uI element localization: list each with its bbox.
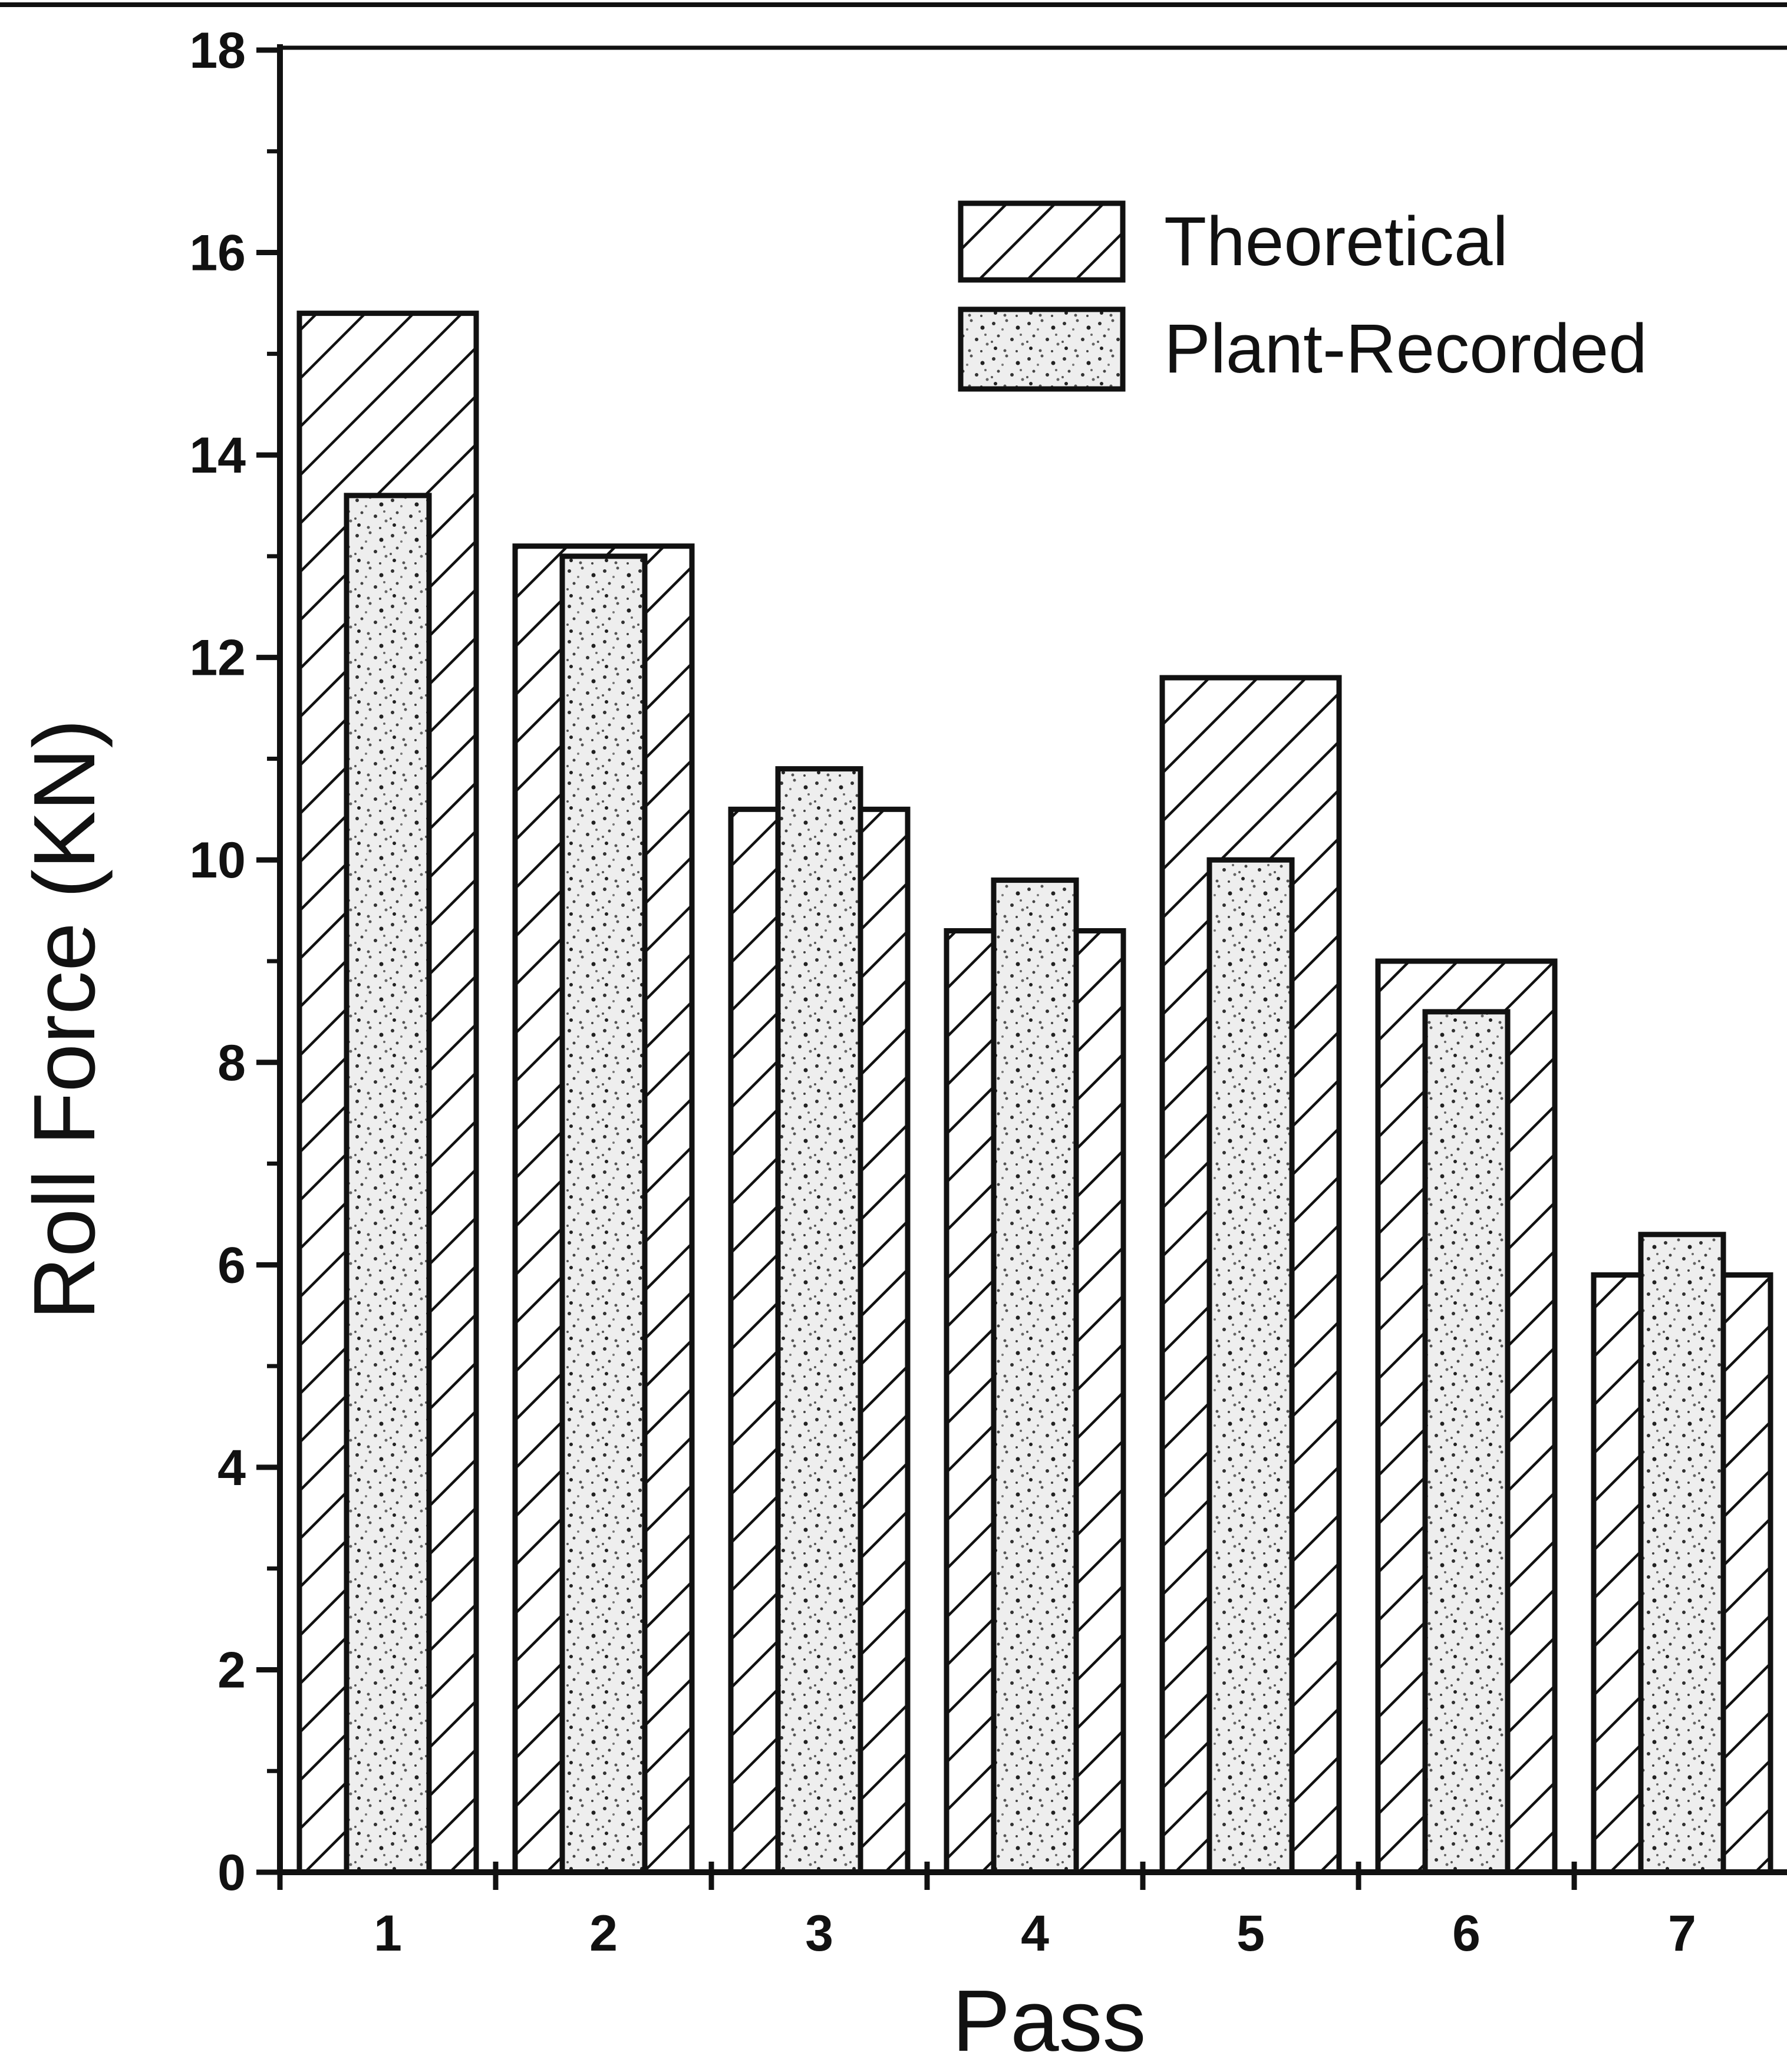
legend-swatch-plant-recorded bbox=[958, 306, 1126, 392]
x-tick-label-1: 1 bbox=[374, 1905, 402, 1962]
y-tick-label-16: 16 bbox=[189, 225, 246, 282]
bar-plant-recorded-pass-1 bbox=[344, 493, 432, 1875]
y-tick-label-10: 10 bbox=[189, 832, 246, 889]
y-axis-title: Roll Force (KN) bbox=[16, 719, 113, 1320]
y-tick-label-0: 0 bbox=[217, 1845, 246, 1901]
x-tick-label-4: 4 bbox=[1021, 1905, 1049, 1962]
y-tick-label-18: 18 bbox=[189, 22, 246, 79]
legend-item-theoretical: Theoretical bbox=[958, 200, 1508, 283]
x-tick-label-2: 2 bbox=[589, 1905, 618, 1962]
bar-plant-recorded-pass-4 bbox=[991, 877, 1079, 1875]
x-tick-label-7: 7 bbox=[1668, 1905, 1696, 1962]
bars-layer bbox=[296, 311, 1773, 1875]
bar-plant-recorded-pass-2 bbox=[559, 553, 648, 1875]
legend-item-plant-recorded: Plant-Recorded bbox=[958, 306, 1647, 392]
x-tick-label-6: 6 bbox=[1452, 1905, 1481, 1962]
bar-plant-recorded-pass-6 bbox=[1422, 1009, 1511, 1875]
x-axis-title: Pass bbox=[952, 1972, 1146, 2070]
y-tick-label-2: 2 bbox=[217, 1642, 246, 1698]
x-tick-label-3: 3 bbox=[805, 1905, 833, 1962]
legend-label-plant-recorded: Plant-Recorded bbox=[1164, 310, 1647, 388]
legend-swatch-theoretical bbox=[958, 200, 1126, 283]
y-tick-label-8: 8 bbox=[217, 1035, 246, 1091]
y-tick-label-6: 6 bbox=[217, 1237, 246, 1294]
bar-plant-recorded-pass-3 bbox=[775, 766, 863, 1875]
y-tick-label-4: 4 bbox=[217, 1440, 246, 1496]
bar-plant-recorded-pass-7 bbox=[1638, 1232, 1726, 1875]
y-tick-label-12: 12 bbox=[189, 630, 246, 687]
bar-plant-recorded-pass-5 bbox=[1206, 857, 1295, 1875]
legend-label-theoretical: Theoretical bbox=[1164, 203, 1508, 281]
y-tick-label-14: 14 bbox=[189, 427, 246, 484]
legend: Theoretical Plant-Recorded bbox=[958, 200, 1647, 392]
x-tick-label-5: 5 bbox=[1237, 1905, 1265, 1962]
